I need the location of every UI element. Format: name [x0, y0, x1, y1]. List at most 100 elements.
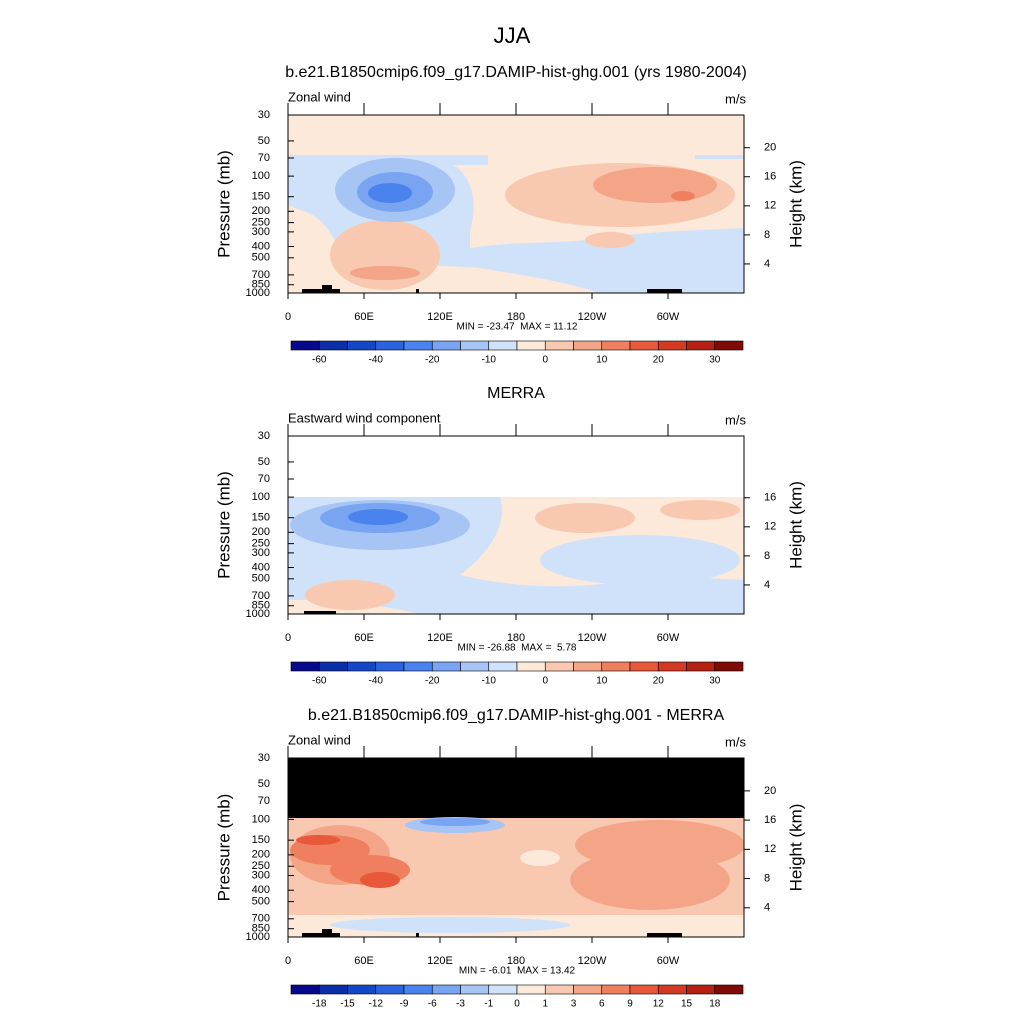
colorbar-label: 20 — [653, 676, 665, 687]
right-string: m/s — [725, 412, 746, 427]
y2-tick-label: 12 — [764, 200, 776, 212]
colorbar-label: 0 — [542, 355, 548, 366]
colorbar-label: -60 — [312, 676, 327, 687]
colorbar-box — [347, 340, 377, 351]
colorbar-label: -40 — [369, 676, 384, 687]
colorbar-label: 0 — [514, 999, 520, 1010]
colorbar-box — [431, 984, 461, 995]
colorbar-label: 15 — [681, 999, 693, 1010]
colorbar-box — [573, 984, 603, 995]
contour-field — [288, 115, 744, 293]
stats: MIN = -6.01 MAX = 13.42 — [459, 966, 576, 977]
y-axis-label: Pressure (mb) — [214, 150, 233, 258]
colorbar-box — [460, 984, 490, 995]
y2-tick-label: 4 — [764, 258, 770, 270]
y-tick-label: 250 — [252, 860, 270, 872]
y-tick-label: 300 — [252, 869, 270, 881]
colorbar-box — [601, 661, 631, 672]
colorbar-box — [403, 984, 433, 995]
colorbar-box — [629, 661, 659, 672]
y-tick-label: 50 — [258, 135, 270, 147]
figure-title: JJA — [494, 23, 531, 48]
y2-axis-label: Height (km) — [786, 481, 805, 569]
y2-axis-label: Height (km) — [786, 160, 805, 248]
y2-tick-label: 12 — [764, 843, 776, 855]
y-tick-label: 250 — [252, 538, 270, 550]
y-tick-label: 850 — [252, 923, 270, 935]
x-tick-label: 180 — [507, 632, 525, 644]
y-tick-label: 100 — [252, 491, 270, 503]
colorbar-label: 18 — [709, 999, 721, 1010]
colorbar-label: 10 — [596, 355, 608, 366]
colorbar-box — [403, 340, 433, 351]
colorbar-label: -12 — [369, 999, 384, 1010]
y-tick-label: 700 — [252, 590, 270, 602]
left-string: Eastward wind component — [288, 410, 441, 425]
y-tick-label: 150 — [252, 834, 270, 846]
colorbar-box — [601, 340, 631, 351]
y-tick-label: 300 — [252, 226, 270, 238]
y-tick-label: 200 — [252, 205, 270, 217]
x-tick-label: 120W — [578, 632, 607, 644]
contour-field — [288, 497, 744, 614]
x-tick-label: 180 — [507, 311, 525, 323]
colorbar-box — [544, 340, 574, 351]
colorbar-box — [714, 340, 744, 351]
colorbar-label: -3 — [456, 999, 465, 1010]
colorbar-label: -1 — [484, 999, 493, 1010]
y-tick-label: 70 — [258, 473, 270, 485]
x-tick-label: 120W — [578, 311, 607, 323]
x-tick-label: 60W — [657, 632, 680, 644]
colorbar-label: 30 — [709, 676, 721, 687]
colorbar-box — [544, 661, 574, 672]
colorbar-box — [290, 340, 320, 351]
y2-tick-label: 20 — [764, 785, 776, 797]
y-tick-label: 500 — [252, 252, 270, 264]
y-tick-label: 50 — [258, 456, 270, 468]
left-string: Zonal wind — [288, 89, 351, 104]
colorbar-label: 6 — [599, 999, 605, 1010]
x-tick-label: 60E — [354, 632, 374, 644]
colorbar-label: -9 — [400, 999, 409, 1010]
colorbar-box — [686, 340, 716, 351]
colorbar-label: -40 — [369, 355, 384, 366]
y2-tick-label: 4 — [764, 579, 770, 591]
y-tick-label: 1000 — [246, 287, 270, 299]
y-tick-label: 200 — [252, 526, 270, 538]
colorbar-box — [516, 340, 546, 351]
colorbar-box — [601, 984, 631, 995]
colorbar-box — [657, 984, 687, 995]
colorbar-box — [290, 661, 320, 672]
colorbar-label: 3 — [571, 999, 577, 1010]
x-tick-label: 60W — [657, 955, 680, 967]
colorbar-box — [347, 984, 377, 995]
colorbar-box — [403, 661, 433, 672]
y2-tick-label: 4 — [764, 902, 770, 914]
colorbar-box — [460, 661, 490, 672]
y2-tick-label: 20 — [764, 142, 776, 154]
y-tick-label: 500 — [252, 573, 270, 585]
colorbar-box — [347, 661, 377, 672]
panel-title: b.e21.B1850cmip6.f09_g17.DAMIP-hist-ghg.… — [308, 707, 725, 724]
y-tick-label: 400 — [252, 884, 270, 896]
stats: MIN = -26.88 MAX = 5.78 — [458, 643, 577, 654]
colorbar-box — [714, 984, 744, 995]
x-tick-label: 0 — [285, 955, 291, 967]
left-string: Zonal wind — [288, 732, 351, 747]
colorbar-label: 0 — [542, 676, 548, 687]
y2-tick-label: 16 — [764, 814, 776, 826]
y-tick-label: 100 — [252, 170, 270, 182]
y-tick-label: 500 — [252, 896, 270, 908]
x-tick-label: 0 — [285, 311, 291, 323]
colorbar-box — [488, 661, 518, 672]
colorbar-label: -20 — [425, 355, 440, 366]
y-tick-label: 300 — [252, 547, 270, 559]
colorbar-box — [516, 661, 546, 672]
y2-tick-label: 8 — [764, 550, 770, 562]
colorbar-label: -20 — [425, 676, 440, 687]
x-tick-label: 60E — [354, 311, 374, 323]
y-axis-label: Pressure (mb) — [214, 794, 233, 902]
colorbar-box — [573, 661, 603, 672]
y2-tick-label: 8 — [764, 229, 770, 241]
colorbar-box — [375, 984, 405, 995]
